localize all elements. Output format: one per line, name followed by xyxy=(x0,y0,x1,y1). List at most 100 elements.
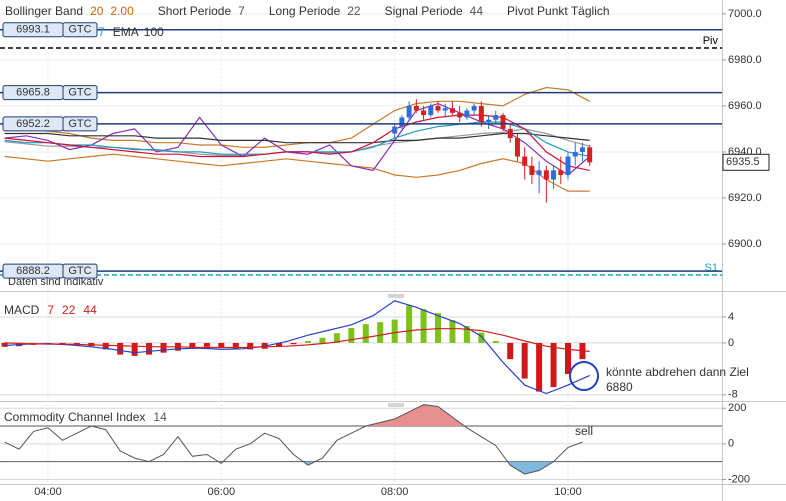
candle-body xyxy=(486,119,492,123)
panel-param: 7 xyxy=(47,303,54,317)
candle-body xyxy=(587,147,593,163)
panel-param: 22 xyxy=(62,303,76,317)
last-price-box xyxy=(722,153,770,171)
y-tick-label: 6960.0 xyxy=(728,100,762,112)
candle-body xyxy=(471,105,477,111)
histogram-bar xyxy=(1,342,8,347)
candle-body xyxy=(536,170,542,175)
x-tick-label: 10:00 xyxy=(554,486,582,498)
candle-body xyxy=(543,170,549,180)
header-param: 2.00 xyxy=(110,4,134,18)
histogram-bar xyxy=(319,337,326,343)
candle-body xyxy=(421,110,427,116)
y-tick-label: 200 xyxy=(728,402,746,414)
panel-title: MACD 7 22 44 xyxy=(4,303,97,317)
annotation: 6880 xyxy=(606,380,633,394)
candle-body xyxy=(558,170,564,175)
panel-param: 14 xyxy=(153,410,167,424)
candle-body xyxy=(572,151,578,157)
pivot-label: S1 xyxy=(705,262,718,274)
histogram-bar xyxy=(333,333,340,343)
order-tif: GTC xyxy=(68,265,91,277)
histogram-bar xyxy=(550,342,557,388)
candle-body xyxy=(442,108,448,111)
histogram-bar xyxy=(377,322,384,343)
histogram-bar xyxy=(203,342,210,347)
histogram-bar xyxy=(507,342,514,360)
histogram-bar xyxy=(131,342,138,356)
histogram-bar xyxy=(304,340,311,343)
y-tick-label: 0 xyxy=(728,337,734,349)
header-param: 44 xyxy=(470,4,484,18)
panel-grip xyxy=(388,294,404,407)
candle-body xyxy=(406,105,412,118)
histogram-bar xyxy=(492,340,499,343)
histogram-bar xyxy=(478,332,485,343)
y-tick-label: 4 xyxy=(728,311,734,323)
histogram-bar xyxy=(348,328,355,343)
candle-body xyxy=(500,115,506,129)
histogram-bar xyxy=(102,342,109,350)
cci-line xyxy=(4,404,583,475)
header-item: Pivot Punkt Täglich xyxy=(507,4,610,18)
histogram-bar xyxy=(189,342,196,349)
plot-area xyxy=(4,86,593,203)
y-tick-label: 7000.0 xyxy=(728,8,762,20)
title: Commodity Channel Index xyxy=(4,410,145,424)
order-tif-box xyxy=(62,116,98,132)
note: Daten sind indikativ xyxy=(8,276,104,288)
histogram-bar xyxy=(434,313,441,343)
histogram-bar xyxy=(160,342,167,353)
panel-param: 44 xyxy=(83,303,97,317)
order-tif-box xyxy=(62,263,98,279)
pivot-label: Piv xyxy=(703,35,719,47)
indicator-line xyxy=(4,153,590,192)
candle-body xyxy=(457,112,463,118)
x-tick-label: 04:00 xyxy=(34,486,62,498)
header-item: Signal Periode xyxy=(385,4,463,18)
histogram-bar xyxy=(290,342,297,345)
y-tick-label: 6900.0 xyxy=(728,238,762,250)
macd-line xyxy=(4,328,590,352)
indicator-line xyxy=(4,102,591,176)
candle-body xyxy=(428,105,434,116)
annotation: könnte abdrehen dann Ziel xyxy=(606,365,749,379)
candle-body xyxy=(493,115,499,120)
header-item: Short Periode xyxy=(158,4,232,18)
histogram-bar xyxy=(218,342,225,348)
histogram-bar xyxy=(146,342,153,355)
header: Bollinger Band 20 2.00 Short Periode 7 Long P… xyxy=(5,4,610,18)
x-tick-label: 06:00 xyxy=(208,486,236,498)
histogram-bar xyxy=(391,319,398,343)
ema-name: EMA xyxy=(113,25,139,39)
histogram-bar xyxy=(536,342,543,392)
panel-title: Commodity Channel Index 14 xyxy=(4,410,167,424)
header-param: 20 xyxy=(90,4,104,18)
candle-body xyxy=(514,138,520,157)
candle-body xyxy=(565,156,571,175)
candle-body xyxy=(399,117,405,127)
ema-param: 100 xyxy=(144,25,164,39)
histogram-bar xyxy=(247,342,254,350)
histogram-bar xyxy=(463,326,470,343)
candle-body xyxy=(507,128,513,139)
overbought-fill xyxy=(91,404,465,427)
y-tick-label: 6980.0 xyxy=(728,54,762,66)
order-tif-box xyxy=(62,85,98,101)
y-tick-label: 6920.0 xyxy=(728,192,762,204)
header-item: Long Periode xyxy=(269,4,341,18)
indicator-line xyxy=(4,132,590,144)
order-tif: GTC xyxy=(68,118,91,130)
histogram-bar xyxy=(117,342,124,355)
candle-body xyxy=(522,156,528,166)
y-tick-label: 0 xyxy=(728,438,734,450)
y-tick-label: -200 xyxy=(728,473,750,485)
order-price: 6965.8 xyxy=(16,86,50,98)
macd-line xyxy=(4,300,590,395)
y-tick-label: -8 xyxy=(728,389,738,401)
order-price: 6993.1 xyxy=(16,24,50,36)
candle-body xyxy=(579,147,585,152)
annotation: sell xyxy=(575,424,593,438)
candle-body xyxy=(413,105,419,111)
